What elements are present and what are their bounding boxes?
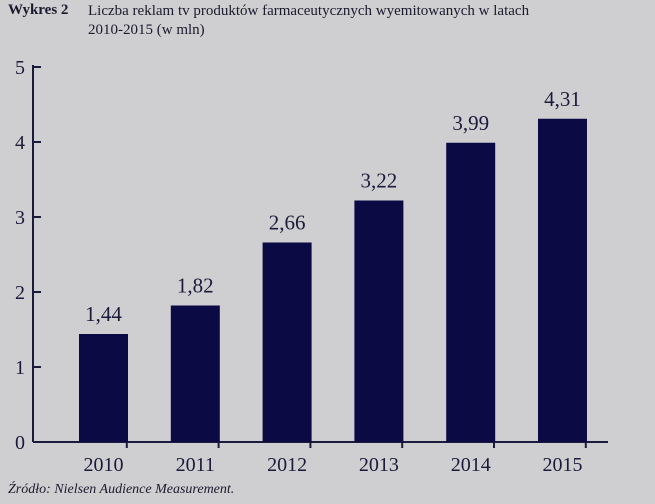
x-tick-label: 2013 bbox=[359, 454, 399, 476]
bar-2013 bbox=[354, 200, 404, 442]
chart-title-line-2: 2010-2015 (w mln) bbox=[88, 22, 205, 38]
data-label: 3,99 bbox=[452, 111, 489, 135]
bar-2011 bbox=[170, 305, 220, 442]
y-tick-label: 3 bbox=[15, 207, 25, 229]
bar-2015 bbox=[538, 118, 587, 442]
x-tick-label: 2011 bbox=[176, 454, 215, 476]
y-tick-label: 5 bbox=[15, 57, 25, 79]
chart-title-line-1: Liczba reklam tv produktów farmaceutyczn… bbox=[88, 3, 530, 19]
bar-2010 bbox=[79, 334, 128, 442]
data-label: 4,31 bbox=[544, 87, 581, 111]
source-note: Źródło: Nielsen Audience Measurement. bbox=[8, 482, 235, 497]
data-label: 1,44 bbox=[85, 302, 122, 326]
bar-2012 bbox=[262, 242, 312, 442]
x-tick-label: 2010 bbox=[84, 454, 124, 476]
bar-2014 bbox=[446, 142, 496, 442]
x-tick-label: 2015 bbox=[543, 454, 583, 476]
x-tick-label: 2014 bbox=[451, 454, 491, 476]
chart-number-label: Wykres 2 bbox=[8, 2, 69, 18]
bar-chart: 0 1 2 3 4 5 1,44 2010 1,82 2011 2,66 2012 3,22 2013 3,… bbox=[15, 57, 608, 476]
data-label: 3,22 bbox=[361, 169, 398, 193]
y-tick-label: 2 bbox=[15, 282, 25, 304]
y-tick-label: 1 bbox=[15, 357, 25, 379]
x-tick-label: 2012 bbox=[267, 454, 307, 476]
data-label: 2,66 bbox=[269, 211, 306, 235]
y-tick-label: 4 bbox=[15, 132, 25, 154]
chart-title: Liczba reklam tv produktów farmaceutyczn… bbox=[88, 2, 628, 40]
data-label: 1,82 bbox=[177, 274, 214, 298]
y-tick-label: 0 bbox=[15, 432, 25, 454]
